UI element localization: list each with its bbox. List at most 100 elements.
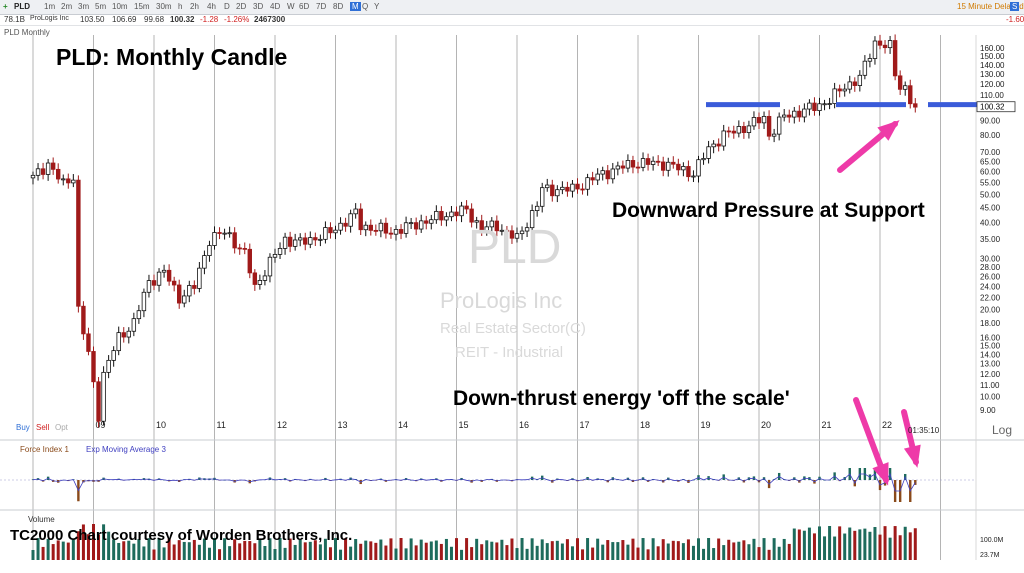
volume-bar: [802, 530, 806, 560]
volume-bar: [616, 542, 620, 560]
volume-bar: [263, 546, 267, 560]
timeframe-15m[interactable]: 15m: [134, 2, 150, 11]
candle-body: [121, 332, 126, 338]
y-tick-label: 130.00: [980, 70, 1005, 79]
candle-body: [872, 40, 878, 59]
volume-bar: [646, 549, 650, 560]
timeframe-4h[interactable]: 4h: [207, 2, 216, 11]
volume-bar: [36, 538, 40, 560]
timeframe-d[interactable]: D: [224, 2, 230, 11]
timeframe-2d[interactable]: 2D: [236, 2, 247, 11]
candle-body: [605, 170, 610, 180]
volume-bar: [883, 526, 887, 560]
candle-body: [787, 114, 792, 118]
symbol-input[interactable]: PLD: [14, 2, 30, 11]
timeframe-2h[interactable]: 2h: [190, 2, 199, 11]
buy-button[interactable]: Buy: [16, 423, 30, 432]
y-tick-label: 160.00: [980, 44, 1005, 53]
force-index-label[interactable]: Force Index 1: [20, 445, 69, 454]
candle-body: [529, 210, 535, 229]
candle-body: [726, 130, 731, 133]
candle-body: [741, 126, 747, 133]
volume-bar: [328, 547, 332, 560]
x-tick-label: 14: [398, 420, 408, 430]
company-name: ProLogis Inc: [30, 15, 69, 22]
timeframe-6d[interactable]: 6D: [299, 2, 310, 11]
volume-bar: [712, 548, 716, 560]
volume-bar: [248, 541, 252, 560]
right-change: -1.60: [1006, 15, 1024, 24]
arrow-head: [872, 462, 889, 486]
option-button[interactable]: Opt: [55, 423, 68, 432]
candle-body: [696, 159, 701, 177]
add-icon[interactable]: +: [3, 2, 8, 11]
volume-bar: [465, 538, 469, 560]
volume-bar: [238, 543, 242, 560]
force-ema-line: [32, 472, 916, 492]
candle-body: [277, 248, 283, 255]
volume-bar: [505, 545, 509, 560]
candle-body: [736, 126, 742, 134]
volume-label[interactable]: Volume: [28, 515, 55, 524]
volume-bar: [233, 539, 237, 560]
candle-body: [252, 272, 258, 285]
timeframe-3m[interactable]: 3m: [78, 2, 90, 11]
y-tick-label: 110.00: [980, 91, 1004, 100]
timeframe-h[interactable]: h: [178, 2, 183, 11]
timeframe-5m[interactable]: 5m: [95, 2, 107, 11]
volume-bar: [782, 538, 786, 560]
candle-body: [171, 280, 177, 286]
candle-body: [227, 232, 232, 235]
profile-icon[interactable]: S: [1010, 2, 1020, 11]
volume-bar: [772, 538, 776, 560]
timeframe-4d[interactable]: 4D: [270, 2, 281, 11]
timeframe-30m[interactable]: 30m: [156, 2, 172, 11]
x-tick-label: 17: [580, 420, 590, 430]
price-chart[interactable]: 09 10 11 12 13 14 15 16 17 18 19 20 21 22 160.00150.00…: [0, 26, 1024, 573]
timeframe-2m[interactable]: 2m: [61, 2, 73, 11]
volume-bar: [414, 545, 418, 560]
x-tick-label: 15: [459, 420, 469, 430]
sell-button[interactable]: Sell: [36, 423, 50, 432]
candle-body: [474, 220, 479, 223]
volume-bar: [92, 524, 95, 560]
volume-bar: [762, 538, 766, 560]
candle-body: [182, 295, 187, 304]
watermark-name: ProLogis Inc: [440, 288, 563, 313]
candle-body: [166, 269, 172, 282]
candle-body: [56, 168, 61, 180]
timeframe-7d[interactable]: 7D: [316, 2, 327, 11]
candle-body: [151, 280, 157, 286]
timeframe-m[interactable]: M: [350, 2, 361, 11]
volume-bar: [868, 531, 872, 560]
volume-bar: [697, 538, 700, 560]
candle-body: [242, 247, 247, 250]
y-tick-label: 45.00: [980, 204, 1001, 213]
timeframe-3d[interactable]: 3D: [253, 2, 264, 11]
volume-bar: [429, 541, 433, 560]
volume-bar: [818, 526, 821, 560]
volume-bar: [379, 539, 383, 560]
ema-label[interactable]: Exp Moving Average 3: [86, 445, 166, 454]
timeframe-1m[interactable]: 1m: [44, 2, 56, 11]
candle-body: [298, 237, 303, 241]
volume-bar: [61, 541, 65, 560]
volume-bar: [162, 547, 166, 560]
y-tick-label: 150.00: [980, 52, 1005, 61]
toolbar: + PLD 1m 2m 3m 5m 10m 15m 30m h 2h 4h D 2D 3D 4D W 6D 7D…: [0, 0, 1024, 15]
timeframe-y[interactable]: Y: [374, 2, 380, 11]
volume-bar: [651, 538, 655, 560]
candle-body: [892, 40, 898, 77]
volume-bar: [752, 538, 756, 560]
candle-body: [96, 381, 101, 422]
x-tick-label: 18: [640, 420, 650, 430]
candle-body: [71, 179, 76, 184]
timeframe-q[interactable]: Q: [362, 2, 369, 11]
timeframe-10m[interactable]: 10m: [112, 2, 128, 11]
log-scale-toggle[interactable]: Log: [992, 423, 1013, 437]
y-tick-label: 14.00: [980, 350, 1001, 359]
timeframe-8d[interactable]: 8D: [333, 2, 344, 11]
candle-body: [464, 205, 469, 210]
timeframe-w[interactable]: W: [287, 2, 295, 11]
candle-body: [116, 332, 121, 352]
